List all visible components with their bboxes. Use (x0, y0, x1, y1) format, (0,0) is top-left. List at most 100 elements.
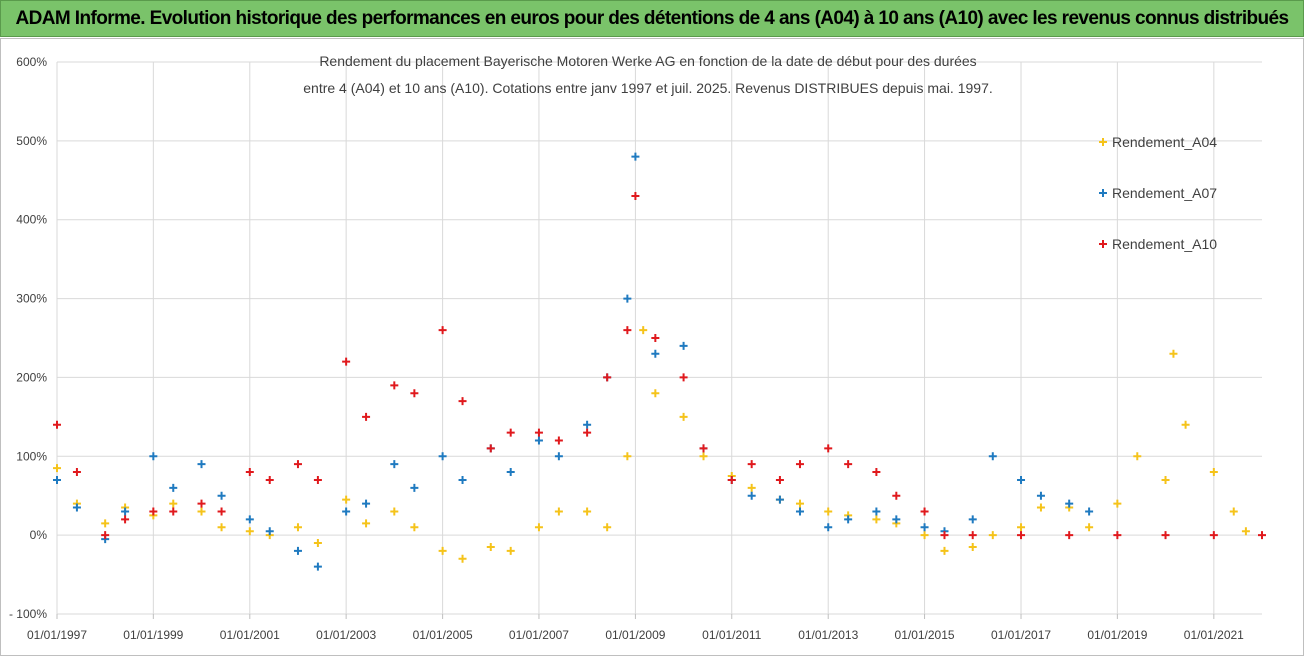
data-point (583, 507, 592, 516)
data-point (458, 475, 467, 484)
data-point (623, 294, 632, 303)
data-point (534, 428, 543, 437)
data-point (651, 389, 660, 398)
data-point (362, 519, 371, 528)
y-tick-label: 300% (16, 292, 47, 306)
data-point (438, 452, 447, 461)
data-point (583, 420, 592, 429)
data-point (486, 444, 495, 453)
data-point (342, 357, 351, 366)
data-point (631, 152, 640, 161)
data-point (101, 519, 110, 528)
data-point (554, 452, 563, 461)
data-point (940, 531, 949, 540)
data-point (795, 460, 804, 469)
data-point (699, 452, 708, 461)
data-point (1065, 499, 1074, 508)
chart-title-line-2: entre 4 (A04) et 10 ans (A10). Cotations… (303, 80, 993, 96)
data-point (293, 546, 302, 555)
data-point (53, 420, 61, 429)
data-point (410, 483, 419, 492)
x-tick-label: 01/01/2013 (798, 628, 858, 642)
data-point (872, 507, 881, 516)
data-point (293, 460, 302, 469)
data-point (631, 192, 640, 201)
data-point (149, 452, 158, 461)
data-point (1209, 531, 1218, 540)
data-point (968, 531, 977, 540)
data-point (1229, 507, 1238, 516)
data-point (872, 515, 881, 524)
data-point (506, 428, 515, 437)
data-point (217, 507, 226, 516)
data-point (747, 491, 756, 500)
data-point (1085, 507, 1094, 516)
series-2 (53, 152, 1094, 571)
data-point (824, 523, 833, 532)
data-point (679, 373, 688, 382)
data-point (554, 507, 563, 516)
data-point (342, 507, 351, 516)
data-point (245, 515, 254, 524)
legend: Rendement_A04 Rendement_A07 Rendement_A10 (1099, 134, 1217, 252)
data-point (603, 523, 612, 532)
data-point (968, 542, 977, 551)
data-point (506, 468, 515, 477)
data-point (1036, 503, 1045, 512)
x-axis: 01/01/1997 01/01/1999 01/01/2001 01/01/2003… (27, 614, 1244, 642)
data-point (1258, 531, 1266, 540)
data-point (72, 468, 81, 477)
data-point (458, 397, 467, 406)
data-point (410, 523, 419, 532)
data-point (197, 460, 206, 469)
data-point (988, 531, 997, 540)
data-point (651, 349, 660, 358)
data-point (1065, 531, 1074, 540)
y-tick-label: - 100% (9, 607, 47, 621)
data-point (390, 507, 399, 516)
data-point (795, 507, 804, 516)
data-point (679, 341, 688, 350)
data-point (1161, 475, 1170, 484)
data-point (1133, 452, 1142, 461)
data-point (149, 507, 158, 516)
data-point (940, 546, 949, 555)
data-point (968, 515, 977, 524)
data-point (245, 527, 254, 536)
data-point (892, 515, 901, 524)
data-point (438, 326, 447, 335)
data-point (390, 381, 399, 390)
data-point (313, 562, 322, 571)
data-point (920, 507, 929, 516)
legend-marker (1099, 138, 1107, 146)
data-point (775, 495, 784, 504)
x-tick-label: 01/01/2001 (220, 628, 280, 642)
data-point (920, 523, 929, 532)
data-point (747, 483, 756, 492)
data-point (342, 495, 351, 504)
data-point (293, 523, 302, 532)
data-point (1209, 468, 1218, 477)
data-point (920, 531, 929, 540)
data-point (486, 542, 495, 551)
data-point (1181, 420, 1190, 429)
data-point (197, 499, 206, 508)
data-point (872, 468, 881, 477)
data-point (265, 527, 274, 536)
data-point (534, 523, 543, 532)
data-point (72, 503, 81, 512)
data-point (101, 531, 110, 540)
data-point (438, 546, 447, 555)
data-point (362, 412, 371, 421)
data-point (844, 460, 853, 469)
data-point (169, 483, 178, 492)
data-point (169, 499, 178, 508)
legend-label: Rendement_A10 (1112, 236, 1217, 252)
legend-label: Rendement_A07 (1112, 185, 1217, 201)
data-point (169, 507, 178, 516)
x-tick-label: 01/01/2011 (702, 628, 761, 642)
x-tick-label: 01/01/1999 (123, 628, 183, 642)
x-tick-label: 01/01/2017 (991, 628, 1051, 642)
x-tick-label: 01/01/1997 (27, 628, 87, 642)
